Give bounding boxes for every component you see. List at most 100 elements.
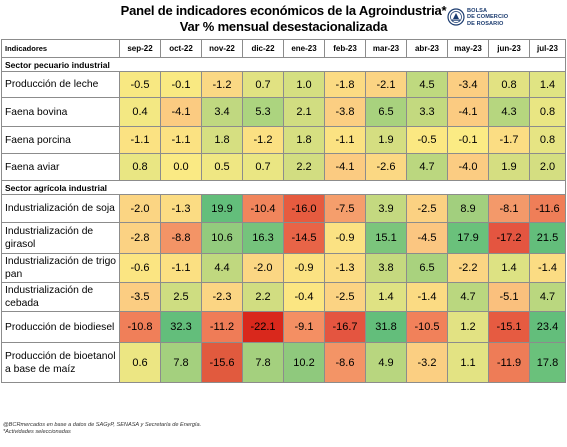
value-cell: -17.2	[488, 222, 530, 254]
value-cell: -1.4	[406, 282, 448, 312]
logo-line-3: DE ROSARIO	[467, 20, 504, 27]
value-cell: 1.1	[447, 342, 489, 383]
value-cell: -1.2	[242, 126, 284, 154]
sector-title: Sector agrícola industrial	[1, 180, 566, 195]
value-cell: -4.1	[324, 153, 366, 181]
value-cell: 19.9	[201, 194, 243, 223]
value-cell: -16.7	[324, 311, 366, 343]
value-cell: -1.3	[160, 194, 202, 223]
value-cell: 0.4	[119, 97, 161, 127]
value-cell: 4.3	[488, 97, 530, 127]
value-cell: -2.5	[324, 282, 366, 312]
logo-line-2: DE COMERCIO	[467, 14, 509, 21]
value-cell: 0.7	[242, 153, 284, 181]
indicator-label: Faena bovina	[1, 97, 120, 127]
value-cell: -0.4	[283, 282, 325, 312]
header-month: ene-23	[283, 39, 325, 58]
value-cell: 1.8	[283, 126, 325, 154]
value-cell: -3.4	[447, 71, 489, 98]
header-month: may-23	[447, 39, 489, 58]
value-cell: 4.7	[406, 153, 448, 181]
header-month: nov-22	[201, 39, 243, 58]
value-cell: 17.8	[529, 342, 566, 383]
table-row: Industrialización de girasol -2.8 -8.8 10.6…	[1, 222, 566, 254]
value-cell: -1.2	[201, 71, 243, 98]
page-title: Panel de indicadores económicos de la Ag…	[120, 3, 447, 18]
footer-asterisk: *Actividades seleccionadas	[3, 429, 71, 435]
value-cell: -0.5	[406, 126, 448, 154]
table-row: Producción de bioetanol a base de maíz 0.…	[1, 342, 566, 383]
value-cell: 1.8	[201, 126, 243, 154]
value-cell: -4.1	[447, 97, 489, 127]
value-cell: 0.8	[119, 153, 161, 181]
value-cell: -1.4	[529, 253, 566, 283]
value-cell: 0.6	[119, 342, 161, 383]
indicator-label: Producción de biodiesel	[1, 311, 120, 343]
value-cell: 2.1	[283, 97, 325, 127]
value-cell: -0.1	[447, 126, 489, 154]
value-cell: -2.2	[447, 253, 489, 283]
indicator-label: Producción de bioetanol a base de maíz	[1, 342, 120, 383]
header-month: abr-23	[406, 39, 448, 58]
header-month: sep-22	[119, 39, 161, 58]
indicator-label: Industrialización de soja	[1, 194, 120, 223]
indicator-label: Industrialización de trigo pan	[1, 253, 120, 283]
value-cell: -22.1	[242, 311, 284, 343]
value-cell: -1.1	[160, 253, 202, 283]
logo-text: BOLSA DE COMERCIO DE ROSARIO	[467, 8, 508, 27]
value-cell: -10.5	[406, 311, 448, 343]
value-cell: -2.3	[201, 282, 243, 312]
value-cell: 4.5	[406, 71, 448, 98]
footer-source: @BCRmercados en base a datos de SAGyP, S…	[3, 422, 202, 428]
value-cell: 2.0	[529, 153, 566, 181]
value-cell: 3.3	[406, 97, 448, 127]
value-cell: 5.3	[242, 97, 284, 127]
table-row: Faena bovina 0.4 -4.1 3.4 5.3 2.1 -3.8 6.5 3.3 -4…	[1, 97, 566, 127]
bcr-seal-icon	[447, 8, 465, 26]
value-cell: 1.4	[365, 282, 407, 312]
value-cell: 17.9	[447, 222, 489, 254]
value-cell: 10.6	[201, 222, 243, 254]
value-cell: -10.8	[119, 311, 161, 343]
value-cell: 6.5	[365, 97, 407, 127]
value-cell: 1.4	[488, 253, 530, 283]
value-cell: 21.5	[529, 222, 566, 254]
header-indicadores: Indicadores	[1, 39, 120, 58]
bcr-logo: BOLSA DE COMERCIO DE ROSARIO	[447, 6, 565, 36]
value-cell: -4.0	[447, 153, 489, 181]
value-cell: 1.4	[529, 71, 566, 98]
sector-row: Sector pecuario industrial	[1, 57, 566, 72]
value-cell: -7.5	[324, 194, 366, 223]
value-cell: 7.8	[242, 342, 284, 383]
value-cell: 2.2	[283, 153, 325, 181]
logo-line-1: BOLSA	[467, 8, 488, 14]
table-row: Producción de leche -0.5 -0.1 -1.2 0.7 1.0 -1.…	[1, 71, 566, 98]
value-cell: -4.5	[406, 222, 448, 254]
value-cell: 1.9	[365, 126, 407, 154]
value-cell: 2.5	[160, 282, 202, 312]
value-cell: -11.2	[201, 311, 243, 343]
value-cell: 1.0	[283, 71, 325, 98]
value-cell: -3.8	[324, 97, 366, 127]
value-cell: -1.3	[324, 253, 366, 283]
value-cell: -1.1	[119, 126, 161, 154]
indicator-label: Producción de leche	[1, 71, 120, 98]
sector-title: Sector pecuario industrial	[1, 57, 566, 72]
value-cell: 3.8	[365, 253, 407, 283]
value-cell: -16.0	[283, 194, 325, 223]
value-cell: 15.1	[365, 222, 407, 254]
table-row: Producción de biodiesel -10.8 32.3 -11.2 -22…	[1, 311, 566, 343]
value-cell: -1.7	[488, 126, 530, 154]
value-cell: -15.1	[488, 311, 530, 343]
value-cell: -2.0	[119, 194, 161, 223]
footer-note: @BCRmercados en base a datos de SAGyP, S…	[3, 422, 201, 436]
value-cell: 10.2	[283, 342, 325, 383]
header-month: jun-23	[488, 39, 530, 58]
value-cell: -0.1	[160, 71, 202, 98]
value-cell: 2.2	[242, 282, 284, 312]
table-body: Indicadores sep-22 oct-22 nov-22 dic-22 ene-2…	[1, 39, 566, 383]
page-subtitle: Var % mensual desestacionalizada	[179, 19, 388, 34]
value-cell: -8.6	[324, 342, 366, 383]
value-cell: -2.1	[365, 71, 407, 98]
